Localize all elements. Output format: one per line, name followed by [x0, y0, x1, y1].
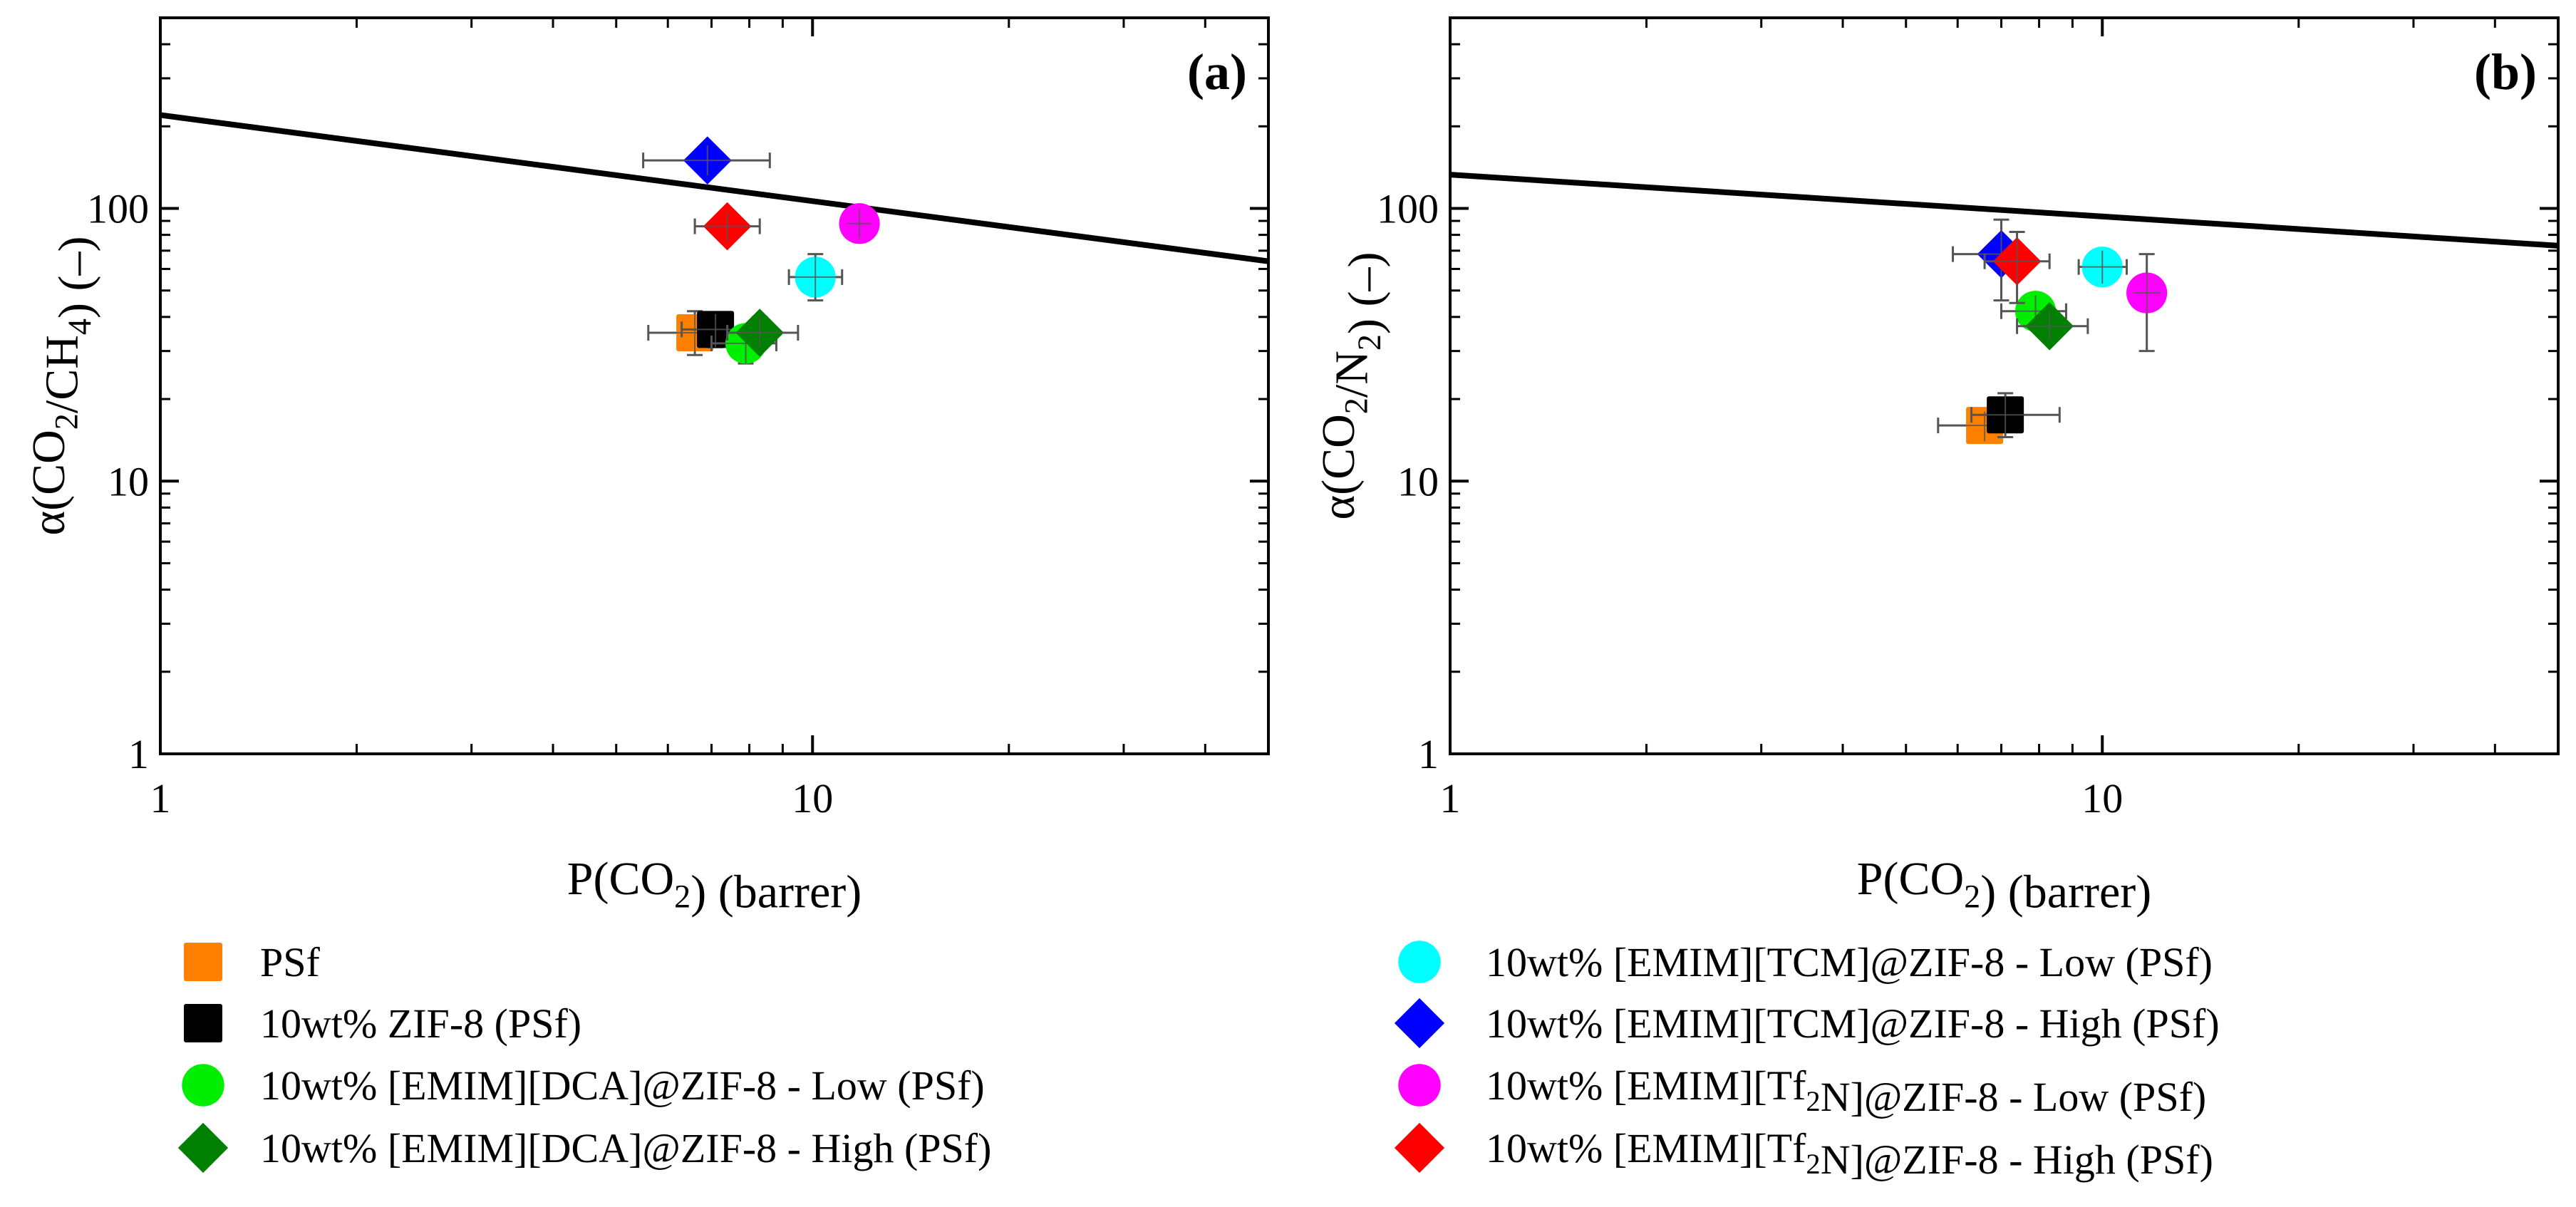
legend-label: PSf: [260, 939, 321, 985]
legend-marker: [1398, 941, 1441, 983]
minor-ticks: [1450, 16, 2560, 754]
legend-label: 10wt% [EMIM][Tf2N]@ZIF-8 - High (PSf): [1486, 1125, 2213, 1183]
x-axis-title: P(CO2) (barrer): [567, 853, 862, 918]
y-axis-title: α(CO2/N2) (–): [1313, 252, 1391, 520]
x-tick-label: 1: [150, 775, 171, 822]
x-axis-title: P(CO2) (barrer): [1857, 853, 2151, 918]
point-10wt-emim-tf2n-zif-8-low-psf: [2126, 253, 2168, 353]
legend-item-10wt-emim-dca-zif-8-low-psf: 10wt% [EMIM][DCA]@ZIF-8 - Low (PSf): [182, 1062, 985, 1109]
minor-ticks: [160, 16, 1270, 754]
legend: PSf 10wt% ZIF-8 (PSf) 10wt% [EMIM][DCA]@ZI…: [177, 939, 2220, 1183]
y-axis-title: α(CO2/CH4) (–): [23, 237, 101, 536]
legend-marker: [177, 1122, 229, 1174]
legend-item-10wt-emim-tf2n-zif-8-low-psf: 10wt% [EMIM][Tf2N]@ZIF-8 - Low (PSf): [1398, 1062, 2206, 1120]
upper-bound-line: [160, 112, 1269, 264]
legend-item-psf: PSf: [184, 939, 321, 985]
legend-item-10wt-emim-dca-zif-8-high-psf: 10wt% [EMIM][DCA]@ZIF-8 - High (PSf): [177, 1122, 991, 1174]
plot-frame: [159, 16, 1270, 755]
panel-label: (b): [2474, 43, 2537, 100]
legend-item-10wt-emim-tcm-zif-8-high-psf: 10wt% [EMIM][TCM]@ZIF-8 - High (PSf): [1394, 998, 2220, 1049]
legend-label: 10wt% [EMIM][TCM]@ZIF-8 - Low (PSf): [1486, 939, 2213, 985]
legend-item-10wt-emim-tcm-zif-8-low-psf: 10wt% [EMIM][TCM]@ZIF-8 - Low (PSf): [1398, 939, 2213, 985]
y-tick-label: 10: [1397, 458, 1439, 504]
legend-item-10wt-zif-8-psf: 10wt% ZIF-8 (PSf): [184, 1000, 581, 1047]
legend-marker: [182, 1064, 224, 1107]
y-tick-label: 10: [108, 458, 149, 504]
legend-label: 10wt% [EMIM][TCM]@ZIF-8 - High (PSf): [1486, 1000, 2220, 1047]
legend-marker: [1394, 1122, 1445, 1174]
panel-b: 1 10 1 10 100 (b) P(CO2) (barrer) α(CO2/N2) (–): [1313, 16, 2560, 918]
legend-marker: [1394, 998, 1445, 1049]
point-10wt-emim-tcm-zif-8-low-psf: [2077, 247, 2128, 288]
x-tick-label: 10: [2081, 775, 2123, 822]
plot-frame: [1449, 16, 2560, 755]
legend-marker: [1398, 1064, 1441, 1107]
y-tick-label: 1: [128, 731, 149, 777]
y-tick-label: 100: [1377, 186, 1439, 232]
legend-label: 10wt% [EMIM][Tf2N]@ZIF-8 - Low (PSf): [1486, 1062, 2206, 1120]
point-10wt-emim-tf2n-zif-8-low-psf: [839, 203, 880, 244]
x-tick-label: 10: [792, 775, 833, 822]
legend-marker: [184, 943, 222, 981]
upper-bound-line: [1449, 172, 2559, 249]
point-10wt-emim-tf2n-zif-8-high-psf: [1983, 231, 2051, 304]
point-10wt-emim-tf2n-zif-8-high-psf: [693, 202, 761, 251]
panel-label: (a): [1187, 43, 1247, 100]
y-tick-label: 1: [1418, 731, 1439, 777]
panel-a: 1 10 1 10 100 (a) P(CO2) (barrer) α(CO2/CH4) (–…: [23, 16, 1270, 918]
point-10wt-emim-tcm-zif-8-low-psf: [787, 253, 844, 302]
point-10wt-emim-dca-zif-8-high-psf: [726, 309, 800, 357]
point-10wt-zif-8-psf: [681, 311, 755, 348]
legend-label: 10wt% ZIF-8 (PSf): [260, 1000, 581, 1047]
point-10wt-emim-dca-zif-8-high-psf: [2016, 301, 2089, 351]
legend-label: 10wt% [EMIM][DCA]@ZIF-8 - Low (PSf): [260, 1062, 985, 1109]
y-tick-label: 100: [87, 186, 149, 232]
x-tick-label: 1: [1440, 775, 1461, 822]
point-10wt-emim-tcm-zif-8-high-psf: [642, 136, 771, 185]
legend-marker: [184, 1004, 222, 1042]
legend-item-10wt-emim-tf2n-zif-8-high-psf: 10wt% [EMIM][Tf2N]@ZIF-8 - High (PSf): [1394, 1122, 2213, 1183]
point-10wt-zif-8-psf: [1970, 392, 2061, 438]
legend-label: 10wt% [EMIM][DCA]@ZIF-8 - High (PSf): [260, 1125, 991, 1171]
